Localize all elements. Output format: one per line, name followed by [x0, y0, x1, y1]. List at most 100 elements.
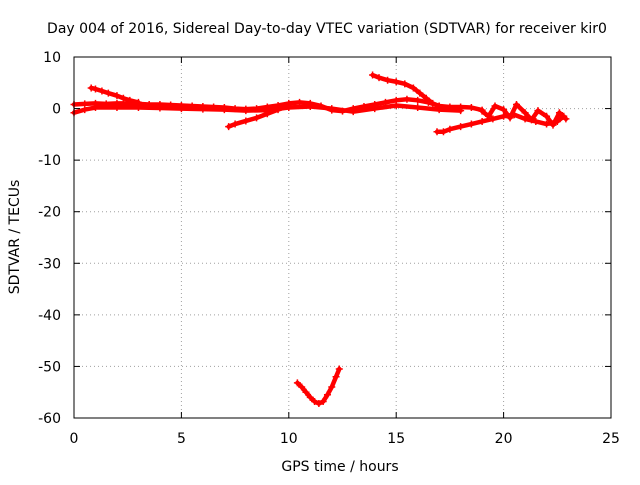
y-tick-label: -40 — [38, 308, 61, 324]
data-point — [485, 112, 493, 120]
data-point — [369, 71, 377, 79]
y-tick-label: -20 — [38, 205, 61, 221]
data-point — [562, 115, 570, 123]
data-point — [435, 102, 443, 110]
y-axis-label: SDTVAR / TECUs — [7, 180, 23, 295]
series-line — [370, 72, 442, 109]
series-scatter-19-23 — [478, 100, 570, 129]
data-point — [534, 107, 542, 115]
x-tick-label: 0 — [70, 431, 79, 447]
data-point — [532, 117, 540, 125]
data-point — [113, 92, 121, 100]
data-point — [156, 104, 164, 112]
data-point — [328, 383, 336, 391]
data-point — [126, 96, 134, 104]
data-point — [416, 89, 424, 97]
y-tick-label: 0 — [52, 102, 61, 118]
data-point — [98, 87, 106, 95]
data-point — [478, 107, 486, 115]
data-point — [285, 102, 293, 110]
data-point — [274, 106, 282, 114]
data-point — [220, 106, 228, 114]
data-point — [467, 104, 475, 112]
data-point — [104, 89, 112, 97]
data-point — [119, 94, 127, 102]
data-point — [134, 98, 142, 106]
data-point — [335, 365, 343, 373]
x-axis-label: GPS time / hours — [281, 459, 398, 475]
data-point — [478, 117, 486, 125]
x-tick-label: 5 — [177, 431, 186, 447]
data-point — [422, 94, 430, 102]
series-line — [295, 366, 342, 406]
data-point — [199, 105, 207, 113]
data-point — [446, 125, 454, 133]
data-point — [177, 105, 185, 113]
series-pass-17-23 — [433, 111, 568, 136]
series-early-arc — [87, 84, 142, 106]
data-point — [302, 388, 310, 396]
data-point — [384, 76, 392, 84]
data-point — [414, 96, 422, 104]
x-tick-label: 25 — [602, 431, 620, 447]
data-point — [296, 98, 304, 106]
series-low-arc — [293, 365, 343, 408]
data-point — [457, 107, 465, 115]
data-point — [500, 112, 508, 120]
y-tick-label: -60 — [38, 411, 61, 427]
data-point — [491, 102, 499, 110]
data-point — [375, 74, 383, 82]
data-point — [253, 114, 261, 122]
data-point — [225, 123, 233, 131]
data-points — [70, 71, 570, 408]
data-point — [242, 117, 250, 125]
data-point — [306, 393, 314, 401]
data-point — [392, 78, 400, 86]
data-point — [414, 104, 422, 112]
data-point — [392, 101, 400, 109]
data-point — [315, 400, 323, 408]
data-point — [349, 108, 357, 116]
data-point — [500, 106, 508, 114]
data-point — [506, 114, 514, 122]
data-point — [311, 397, 319, 405]
data-point — [439, 128, 447, 136]
y-tick-label: -30 — [38, 256, 61, 272]
series-line — [71, 103, 463, 115]
data-point — [433, 128, 441, 136]
chart-title: Day 004 of 2016, Sidereal Day-to-day VTE… — [47, 21, 607, 37]
x-tick-label: 10 — [280, 431, 298, 447]
data-point — [332, 373, 340, 381]
data-point — [549, 121, 557, 129]
x-tick-label: 20 — [495, 431, 513, 447]
data-point — [401, 80, 409, 88]
data-point — [543, 112, 551, 120]
data-point — [521, 109, 529, 117]
data-point — [113, 104, 121, 112]
data-point — [293, 379, 301, 387]
data-point — [409, 84, 417, 92]
data-point — [512, 100, 520, 108]
data-point — [457, 123, 465, 131]
data-point — [231, 120, 239, 128]
data-point — [521, 115, 529, 123]
data-point — [91, 85, 99, 93]
data-point — [543, 120, 551, 128]
y-tick-label: -10 — [38, 153, 61, 169]
data-point — [371, 105, 379, 113]
data-point — [429, 99, 437, 107]
data-point — [298, 383, 306, 391]
data-point — [81, 106, 89, 114]
data-point — [91, 104, 99, 112]
data-point — [489, 115, 497, 123]
y-tick-label: -50 — [38, 359, 61, 375]
data-point — [323, 391, 331, 399]
data-point — [263, 110, 271, 118]
data-point — [242, 107, 250, 115]
axis-ticks: 0 5 10 15 20 25 10 0 -10 -20 -30 -40 -50 -60 — [38, 50, 620, 447]
y-tick-label: 10 — [43, 50, 61, 66]
x-tick-label: 15 — [387, 431, 405, 447]
data-point — [328, 105, 336, 113]
